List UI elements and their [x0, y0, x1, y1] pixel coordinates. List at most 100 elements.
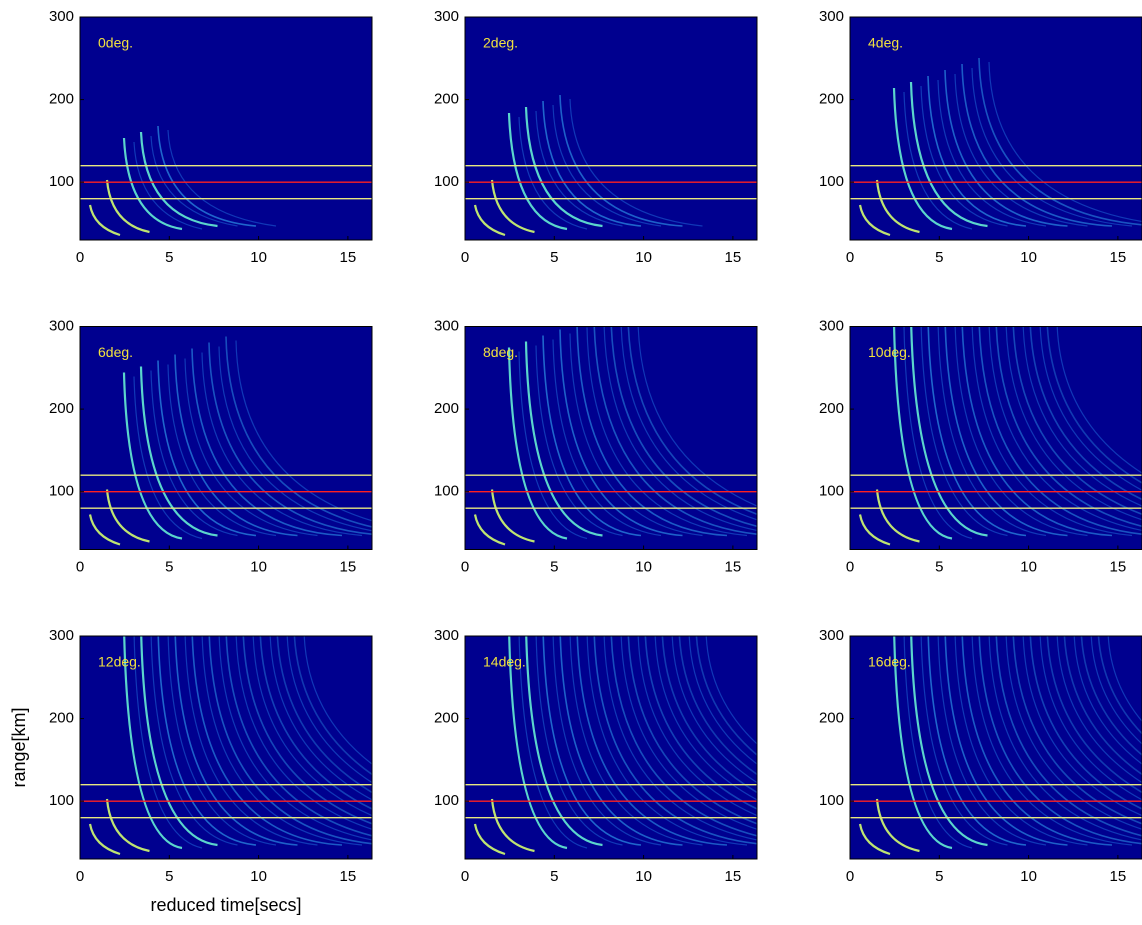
arc-echo [535, 345, 623, 537]
y-tick-label: 100 [434, 173, 459, 190]
arc [893, 326, 953, 540]
arc [525, 636, 603, 847]
x-tick-label: 0 [76, 249, 84, 266]
y-tick-label: 200 [49, 400, 74, 417]
arc [1046, 326, 1142, 484]
arc [944, 69, 1068, 227]
arc [473, 204, 506, 237]
panel-frame [464, 16, 758, 241]
panel-title: 6deg. [98, 344, 133, 360]
panel-frame [464, 635, 758, 860]
x-tick-label: 15 [340, 868, 357, 885]
panel-background [465, 326, 757, 550]
panel-title: 14deg. [483, 654, 526, 670]
arc-echo [167, 129, 277, 227]
panel: 0 5 10 15 100 200 300 8deg. [434, 317, 758, 575]
y-tick-label: 300 [49, 317, 74, 334]
arc [542, 636, 642, 846]
arc [875, 179, 920, 234]
x-tick-label: 15 [340, 558, 357, 575]
y-axis-label: range[km] [9, 707, 29, 787]
x-tick-label: 5 [165, 558, 173, 575]
y-tick-label: 100 [819, 483, 844, 500]
y-tick-label: 300 [434, 317, 459, 334]
arc [576, 326, 728, 537]
arc [559, 329, 683, 537]
arc [893, 636, 953, 850]
arc-echo [586, 327, 748, 537]
panel-title: 4deg. [868, 35, 903, 51]
panel: 0 5 10 15 100 200 300 14deg. [434, 627, 758, 885]
arc [644, 636, 757, 810]
arc [1012, 326, 1142, 516]
arc [627, 636, 757, 825]
x-tick-label: 5 [165, 868, 173, 885]
arc [105, 798, 150, 853]
arc [610, 636, 757, 837]
arc [627, 326, 757, 516]
arc [944, 326, 1068, 537]
arc [174, 636, 298, 846]
arc-echo [569, 98, 703, 227]
arc [559, 94, 683, 227]
arc [259, 636, 372, 810]
arc [1080, 636, 1142, 756]
arc-echo [535, 110, 623, 227]
arc-echo [518, 116, 588, 230]
arc [88, 204, 121, 237]
panel-frame [79, 635, 373, 860]
x-tick-label: 5 [550, 249, 558, 266]
arc [276, 636, 372, 794]
arc [678, 636, 757, 776]
x-tick-label: 0 [76, 558, 84, 575]
y-tick-label: 300 [434, 8, 459, 25]
x-tick-label: 15 [1110, 558, 1127, 575]
y-tick-label: 300 [434, 627, 459, 644]
x-axis-label: reduced time[secs] [150, 895, 301, 915]
arc-texture [88, 125, 277, 237]
panel: 0 5 10 15 100 200 300 6deg. [49, 317, 373, 575]
panel-background [850, 17, 1142, 240]
arc [490, 179, 535, 234]
x-tick-label: 10 [635, 868, 652, 885]
panel-title: 0deg. [98, 35, 133, 51]
y-tick-label: 300 [49, 8, 74, 25]
arc [875, 489, 920, 543]
arc [875, 798, 920, 853]
x-tick-label: 0 [846, 868, 854, 885]
arc [927, 75, 1027, 227]
x-tick-label: 10 [1020, 249, 1037, 266]
arc [88, 514, 121, 546]
arc-echo [903, 636, 973, 849]
arc [490, 489, 535, 543]
arc [1029, 636, 1142, 810]
arc-texture [88, 336, 372, 546]
arc [542, 100, 642, 227]
arc-echo [971, 67, 1133, 227]
x-tick-label: 5 [935, 558, 943, 575]
y-tick-label: 200 [819, 400, 844, 417]
panel: 0 5 10 15 100 200 300 12deg. reduced time[secs] r… [9, 627, 373, 915]
arc [961, 63, 1113, 227]
panel-background [850, 326, 1142, 550]
arc [858, 514, 891, 546]
arc [105, 489, 150, 543]
y-tick-label: 100 [819, 792, 844, 809]
arc [191, 636, 343, 846]
y-tick-label: 200 [819, 91, 844, 108]
arc-echo [569, 333, 703, 537]
x-tick-label: 15 [725, 868, 742, 885]
arc [139, 366, 218, 537]
panel-title: 12deg. [98, 654, 141, 670]
panel-title: 16deg. [868, 654, 911, 670]
arc [909, 81, 988, 228]
arc [1097, 636, 1142, 735]
arc-echo [920, 85, 1008, 227]
arc [944, 636, 1068, 846]
arc-echo [903, 326, 973, 540]
panel: 0 5 10 15 100 200 300 4deg. [819, 8, 1142, 266]
arc-echo [688, 636, 757, 765]
y-tick-label: 100 [819, 173, 844, 190]
arc-echo [184, 358, 318, 537]
arc [490, 798, 535, 853]
